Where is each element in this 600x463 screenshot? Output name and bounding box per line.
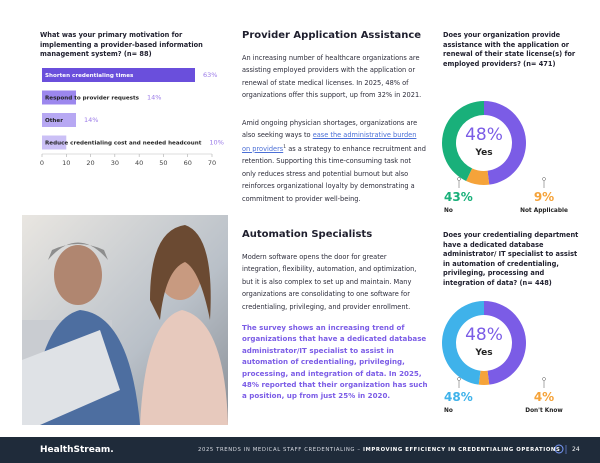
- value-label: 10%: [209, 139, 223, 147]
- footer-text: 2025 TRENDS IN MEDICAL STAFF CREDENTIALI…: [198, 447, 560, 453]
- highlight: The survey shows an increasing trend of …: [242, 323, 428, 401]
- center-value: 48%: [465, 125, 503, 145]
- x-tick-label: 70: [208, 159, 216, 167]
- bar: [42, 113, 76, 127]
- paragraph: An increasing number of healthcare organ…: [242, 54, 422, 100]
- center-label: Yes: [474, 348, 492, 358]
- section-title: Automation Specialists: [242, 229, 373, 240]
- bar: [42, 68, 195, 82]
- footer-band: [0, 437, 600, 463]
- photo: [22, 215, 228, 425]
- leader-dot: [542, 177, 546, 181]
- paragraph: Modern software opens the door for great…: [242, 253, 417, 311]
- category-label: Not Applicable: [520, 208, 568, 214]
- section-title: Provider Application Assistance: [242, 30, 422, 41]
- center-value: 48%: [465, 325, 503, 345]
- leader-dot: [542, 377, 546, 381]
- chart-title: Does your credentialing department have …: [443, 231, 579, 287]
- category-label: No: [444, 408, 453, 414]
- bar-label: Other: [45, 118, 63, 124]
- leader-dot: [457, 377, 461, 381]
- x-tick-label: 30: [111, 159, 119, 167]
- leader-dot: [457, 177, 461, 181]
- x-tick-label: 60: [184, 159, 192, 167]
- footnote-ref: 1: [283, 144, 287, 150]
- footer-icon: [554, 444, 564, 454]
- text: as a strategy to enhance recruitment and…: [242, 145, 426, 203]
- value-label: 48%: [444, 390, 473, 404]
- donut-slice: [484, 301, 527, 385]
- paragraph: Amid ongoing physician shortages, organi…: [242, 117, 426, 205]
- chart-title: Does your organization provide assistanc…: [443, 31, 576, 68]
- x-tick-label: 20: [86, 159, 94, 167]
- value-label: 14%: [147, 94, 161, 102]
- value-label: 4%: [534, 390, 554, 404]
- link[interactable]: ease the administrative burden on provid…: [242, 131, 417, 153]
- category-label: Don't Know: [525, 408, 563, 414]
- chart-title: What was your primary motivation for imp…: [40, 31, 203, 59]
- page-number: 24: [572, 446, 580, 453]
- bar: [42, 135, 67, 150]
- bar-label: Reduce credentialing cost and needed hea…: [45, 141, 202, 147]
- value-label: 9%: [534, 190, 554, 204]
- bar: [42, 90, 76, 105]
- x-tick-label: 10: [62, 159, 70, 167]
- footer-logo: HealthStream.: [40, 445, 114, 455]
- value-label: 14%: [84, 116, 98, 124]
- center-label: Yes: [474, 148, 492, 158]
- donut-slice: [466, 168, 490, 185]
- x-tick-label: 0: [40, 159, 44, 167]
- text: Amid ongoing physician shortages, organi…: [242, 119, 418, 140]
- x-tick-label: 40: [135, 159, 143, 167]
- value-label: 43%: [444, 190, 473, 204]
- donut-slice: [441, 301, 484, 385]
- bar-label: Respond to provider requests: [45, 96, 140, 102]
- category-label: No: [444, 208, 453, 214]
- donut-slice: [478, 370, 490, 385]
- value-label: 63%: [203, 71, 217, 79]
- donut-slice: [484, 101, 526, 185]
- x-tick-label: 50: [159, 159, 167, 167]
- donut-slice: [442, 101, 484, 182]
- bar-label: Shorten credentialing times: [45, 73, 134, 79]
